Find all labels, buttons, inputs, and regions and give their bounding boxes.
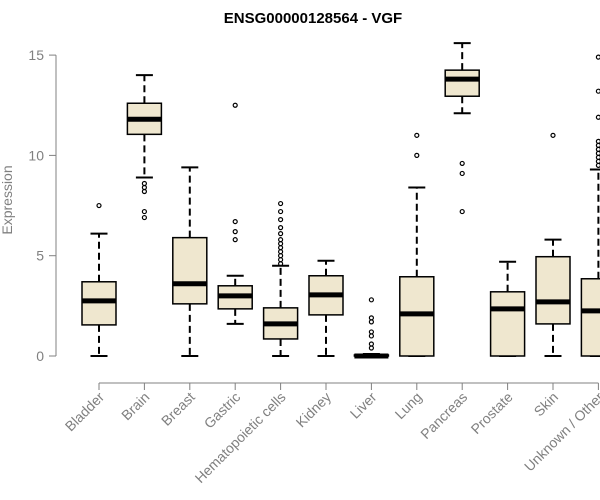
outlier-point	[595, 146, 600, 152]
outlier-point	[278, 200, 284, 207]
outlier-point	[459, 170, 465, 177]
outlier-point	[414, 132, 420, 138]
x-tick-label: Kidney	[293, 389, 335, 431]
chart-title: ENSG00000128564 - VGF	[224, 10, 402, 27]
box-pancreas	[444, 42, 480, 215]
outlier-point	[368, 341, 374, 347]
outlier-point	[368, 315, 374, 321]
outlier-point	[595, 138, 600, 144]
y-axis-title: Expression	[0, 165, 15, 234]
outlier-point	[278, 208, 284, 215]
box-unknown-other	[580, 54, 600, 357]
iqr-box	[535, 255, 571, 325]
outlier-point	[232, 237, 238, 243]
outlier-point	[368, 333, 374, 339]
outlier-point	[141, 214, 147, 221]
iqr-box	[489, 291, 526, 357]
outlier-point	[141, 180, 147, 187]
outlier-point	[368, 319, 374, 325]
box-gastric	[217, 102, 253, 325]
y-tick-label: 10	[28, 147, 44, 163]
outlier-point	[595, 54, 600, 60]
x-tick-label: Unknown / Other	[521, 389, 600, 475]
outlier-point	[595, 88, 600, 94]
outlier-point	[278, 257, 284, 263]
box-brain	[126, 74, 163, 221]
outlier-point	[459, 160, 465, 167]
outlier-point	[595, 158, 600, 165]
outlier-point	[278, 261, 284, 267]
outlier-point	[278, 245, 284, 251]
x-tick-label: Hematopoietic cells	[192, 389, 289, 486]
iqr-box	[399, 276, 435, 357]
outlier-point	[232, 102, 238, 108]
outlier-point	[278, 225, 284, 231]
iqr-box	[580, 278, 600, 357]
y-tick-label: 15	[28, 47, 44, 63]
outlier-point	[278, 253, 284, 259]
outlier-point	[368, 329, 374, 335]
outlier-point	[278, 231, 284, 237]
outlier-point	[278, 241, 284, 247]
x-tick-label: Liver	[347, 389, 380, 422]
outlier-point	[96, 202, 102, 209]
box-prostate	[489, 260, 526, 357]
x-tick-label: Skin	[531, 389, 562, 420]
outlier-point	[368, 345, 374, 351]
outlier-point	[278, 216, 284, 223]
outlier-point	[459, 208, 465, 215]
outlier-point	[141, 208, 147, 215]
x-tick-label: Gastric	[201, 389, 244, 432]
box-liver	[353, 297, 390, 359]
outlier-point	[141, 188, 147, 195]
outlier-point	[595, 150, 600, 156]
outlier-point	[232, 229, 238, 235]
x-tick-label: Pancreas	[417, 389, 470, 442]
box-skin	[535, 132, 571, 357]
box-lung	[399, 132, 435, 357]
outlier-point	[368, 297, 374, 303]
box-hematopoietic-cells	[262, 200, 299, 357]
iqr-box	[81, 281, 117, 326]
box-breast	[172, 166, 208, 357]
outlier-point	[414, 152, 420, 158]
outlier-point	[550, 132, 556, 138]
y-tick-label: 0	[36, 348, 44, 364]
outlier-point	[278, 249, 284, 255]
box-kidney	[308, 259, 344, 357]
x-tick-label: Brain	[118, 389, 152, 423]
outlier-point	[595, 114, 600, 120]
iqr-box	[172, 236, 208, 305]
y-axis: 0 5 10 15	[28, 47, 57, 364]
y-tick-label: 5	[36, 248, 44, 264]
outlier-point	[595, 142, 600, 148]
outlier-point	[595, 162, 600, 169]
outlier-point	[232, 218, 238, 225]
x-tick-label: Breast	[158, 389, 198, 429]
box-bladder	[81, 202, 117, 357]
outlier-point	[278, 237, 284, 243]
x-tick-label: Lung	[392, 389, 425, 422]
outlier-point	[141, 184, 147, 191]
x-tick-label: Bladder	[62, 389, 108, 435]
iqr-box	[444, 69, 480, 97]
outlier-point	[595, 154, 600, 161]
plot-area	[81, 42, 600, 359]
x-tick-label: Prostate	[468, 389, 516, 437]
